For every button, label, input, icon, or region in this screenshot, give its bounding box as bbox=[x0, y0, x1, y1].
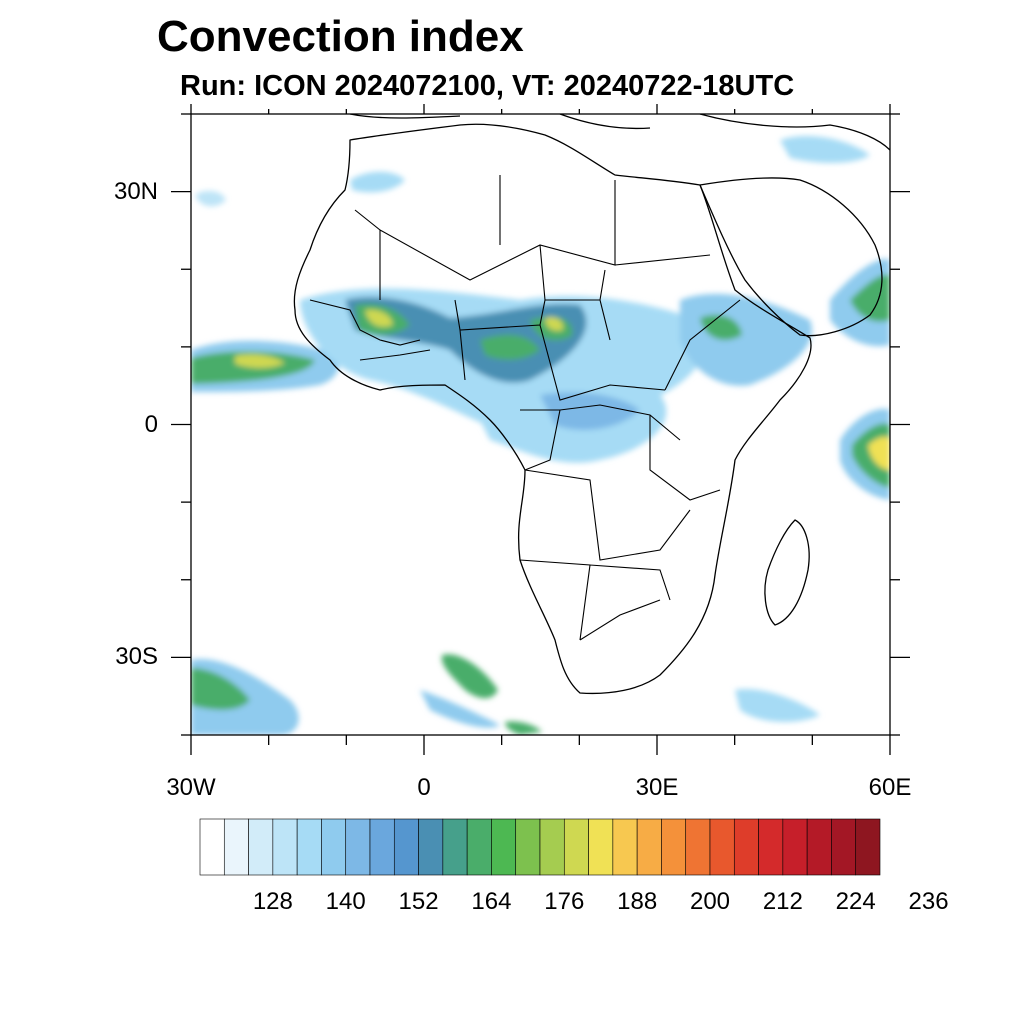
field-ethiopia-green bbox=[700, 314, 742, 340]
colorbar-label: 188 bbox=[617, 888, 658, 915]
colorbar-label: 200 bbox=[689, 888, 731, 915]
colorbar-swatch bbox=[515, 818, 541, 876]
colorbar-swatch bbox=[685, 818, 711, 876]
field-med-east bbox=[780, 135, 870, 163]
colorbar-swatch bbox=[321, 818, 347, 876]
colorbar-swatch bbox=[272, 818, 298, 876]
lat-label: 30S bbox=[115, 643, 158, 671]
colorbar-label: 164 bbox=[471, 888, 512, 915]
lat-label: 0 bbox=[144, 410, 158, 438]
field-ethiopia bbox=[680, 293, 812, 386]
convection-field bbox=[191, 135, 890, 735]
lon-label: 0 bbox=[417, 774, 431, 801]
colorbar-swatch bbox=[782, 818, 808, 876]
field-congo-mid bbox=[540, 392, 640, 430]
colorbar-label: 128 bbox=[252, 888, 293, 915]
colorbar-swatch bbox=[806, 818, 832, 876]
border-lines bbox=[309, 175, 741, 641]
tick-marks bbox=[171, 104, 910, 755]
colorbar-swatch bbox=[223, 818, 249, 876]
colorbar-swatch bbox=[636, 818, 662, 876]
colorbar-label: 152 bbox=[398, 888, 439, 915]
colorbar-swatch bbox=[539, 818, 565, 876]
colorbar bbox=[199, 818, 881, 876]
colorbar-swatch bbox=[442, 818, 468, 876]
colorbar-swatch bbox=[345, 818, 371, 876]
lat-label: 30N bbox=[113, 177, 158, 205]
colorbar-swatch bbox=[733, 818, 759, 876]
field-atlantic-band-core bbox=[235, 354, 285, 368]
field-south-atlantic-west-green bbox=[191, 668, 250, 710]
colorbar-swatch bbox=[831, 818, 857, 876]
colorbar-label: 140 bbox=[325, 888, 366, 915]
field-indian-ocean-core bbox=[868, 436, 890, 470]
colorbar-swatch bbox=[466, 818, 492, 876]
borders bbox=[309, 175, 741, 641]
colorbar-label: 236 bbox=[908, 888, 949, 915]
colorbar-swatch bbox=[491, 818, 517, 876]
colorbar-swatch bbox=[563, 818, 589, 876]
colorbar-label: 176 bbox=[544, 888, 585, 915]
field-atlantic-band-mid bbox=[191, 351, 315, 384]
africa-coastline bbox=[293, 123, 812, 695]
colorbar-swatch bbox=[709, 818, 735, 876]
coastlines bbox=[293, 114, 890, 695]
colorbar-swatch bbox=[661, 818, 687, 876]
colorbar-label: 224 bbox=[835, 888, 876, 915]
colorbar-swatch bbox=[758, 818, 784, 876]
colorbar-swatch bbox=[296, 818, 322, 876]
colorbar-swatch bbox=[369, 818, 395, 876]
field-nw-atlantic bbox=[195, 190, 226, 207]
colorbar-swatch bbox=[588, 818, 614, 876]
field-south-atlantic-strip bbox=[420, 690, 500, 728]
map-subtitle: Run: ICON 2024072100, VT: 20240722-18UTC bbox=[180, 70, 795, 102]
lon-label: 60E bbox=[868, 774, 912, 801]
field-south-atlantic-east bbox=[505, 721, 542, 735]
lon-label: 30W bbox=[166, 774, 216, 801]
colorbar-swatch bbox=[393, 818, 419, 876]
madagascar-outline bbox=[764, 519, 810, 626]
colorbar-swatch bbox=[612, 818, 638, 876]
colorbar-swatch bbox=[418, 818, 444, 876]
arabia-outline bbox=[699, 177, 883, 337]
europe-fragment-outline bbox=[349, 114, 890, 151]
map-title: Convection index bbox=[157, 12, 524, 61]
lon-label: 30E bbox=[635, 774, 679, 801]
colorbar-swatch bbox=[248, 818, 274, 876]
field-south-atlantic-mid bbox=[441, 654, 498, 699]
field-sahel-mid bbox=[345, 297, 587, 383]
field-maghreb bbox=[350, 171, 405, 193]
colorbar-label: 212 bbox=[762, 888, 803, 915]
colorbar-swatch bbox=[855, 818, 881, 876]
field-sahel-green bbox=[355, 303, 573, 360]
field-arabian-sea-green bbox=[850, 274, 890, 322]
field-south-indian bbox=[735, 689, 820, 722]
colorbar-swatch bbox=[199, 818, 225, 876]
